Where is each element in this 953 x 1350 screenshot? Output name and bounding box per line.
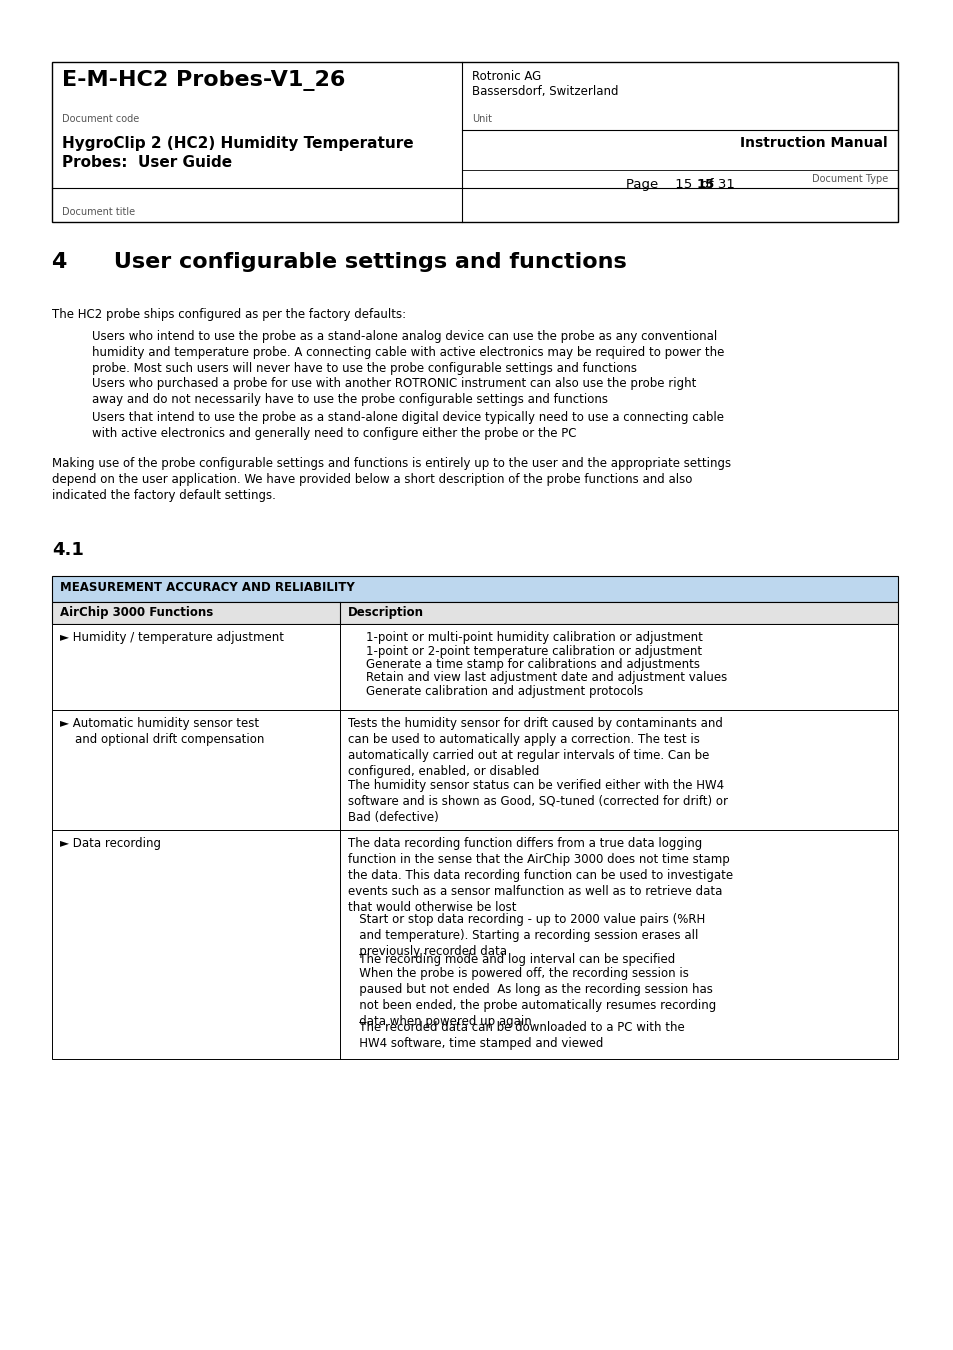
- Text: MEASUREMENT ACCURACY AND RELIABILITY: MEASUREMENT ACCURACY AND RELIABILITY: [60, 580, 355, 594]
- Bar: [52, 62, 897, 221]
- Text: Unit: Unit: [472, 113, 492, 124]
- Text: The HC2 probe ships configured as per the factory defaults:: The HC2 probe ships configured as per th…: [52, 308, 406, 321]
- Text: AirChip 3000 Functions: AirChip 3000 Functions: [60, 606, 213, 620]
- Text: ► Humidity / temperature adjustment: ► Humidity / temperature adjustment: [60, 630, 284, 644]
- Text: Users who purchased a probe for use with another ROTRONIC instrument can also us: Users who purchased a probe for use with…: [91, 378, 696, 406]
- Text: Page    15  of 31: Page 15 of 31: [625, 178, 734, 190]
- Text: ► Automatic humidity sensor test
    and optional drift compensation: ► Automatic humidity sensor test and opt…: [60, 717, 264, 745]
- Text: HygroClip 2 (HC2) Humidity Temperature
Probes:  User Guide: HygroClip 2 (HC2) Humidity Temperature P…: [62, 136, 414, 170]
- Text: When the probe is powered off, the recording session is
   paused but not ended : When the probe is powered off, the recor…: [347, 967, 715, 1027]
- Text: Rotronic AG: Rotronic AG: [472, 70, 540, 82]
- Text: Document title: Document title: [62, 207, 135, 217]
- Text: 4.1: 4.1: [52, 541, 84, 559]
- Bar: [52, 830, 897, 1058]
- Text: Start or stop data recording - up to 2000 value pairs (%RH
   and temperature). : Start or stop data recording - up to 200…: [347, 913, 704, 957]
- Text: Making use of the probe configurable settings and functions is entirely up to th: Making use of the probe configurable set…: [52, 458, 730, 502]
- Text: 1-point or multi-point humidity calibration or adjustment: 1-point or multi-point humidity calibrat…: [365, 630, 701, 644]
- Text: 4      User configurable settings and functions: 4 User configurable settings and functio…: [52, 252, 626, 271]
- Text: Document Type: Document Type: [811, 174, 887, 184]
- Text: Generate calibration and adjustment protocols: Generate calibration and adjustment prot…: [365, 684, 642, 698]
- Text: E-M-HC2 Probes-V1_26: E-M-HC2 Probes-V1_26: [62, 70, 345, 90]
- Text: 1-point or 2-point temperature calibration or adjustment: 1-point or 2-point temperature calibrati…: [365, 644, 701, 657]
- Bar: [52, 710, 897, 830]
- Text: Tests the humidity sensor for drift caused by contaminants and
can be used to au: Tests the humidity sensor for drift caus…: [347, 717, 721, 778]
- Bar: [52, 602, 897, 624]
- Text: Instruction Manual: Instruction Manual: [740, 136, 887, 150]
- Text: The recorded data can be downloaded to a PC with the
   HW4 software, time stamp: The recorded data can be downloaded to a…: [347, 1021, 683, 1050]
- Text: Bassersdorf, Switzerland: Bassersdorf, Switzerland: [472, 85, 618, 99]
- Text: Users who intend to use the probe as a stand-alone analog device can use the pro: Users who intend to use the probe as a s…: [91, 329, 723, 375]
- Text: ► Data recording: ► Data recording: [60, 837, 161, 850]
- Text: Document code: Document code: [62, 113, 139, 124]
- Text: The recording mode and log interval can be specified: The recording mode and log interval can …: [347, 953, 674, 967]
- Text: Users that intend to use the probe as a stand-alone digital device typically nee: Users that intend to use the probe as a …: [91, 410, 723, 440]
- Text: 15: 15: [696, 178, 715, 190]
- Bar: [52, 576, 897, 602]
- Text: Generate a time stamp for calibrations and adjustments: Generate a time stamp for calibrations a…: [365, 657, 699, 671]
- Text: The data recording function differs from a true data logging
function in the sen: The data recording function differs from…: [347, 837, 732, 914]
- Text: Description: Description: [347, 606, 423, 620]
- Bar: [52, 624, 897, 710]
- Text: Retain and view last adjustment date and adjustment values: Retain and view last adjustment date and…: [365, 671, 726, 684]
- Text: The humidity sensor status can be verified either with the HW4
software and is s: The humidity sensor status can be verifi…: [347, 779, 727, 824]
